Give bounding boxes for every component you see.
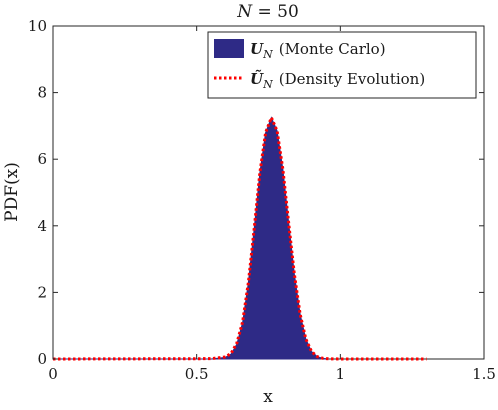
chart-title: N = 50 xyxy=(236,2,299,22)
legend-swatch-monte-carlo xyxy=(214,39,244,58)
y-tick-label: 4 xyxy=(37,217,47,235)
series-density-evolution-line xyxy=(52,116,427,361)
x-tick-label: 1 xyxy=(336,365,346,383)
y-axis-label: PDF(x) xyxy=(2,162,22,222)
legend-entry-monte-carlo: UN (Monte Carlo) xyxy=(250,40,386,61)
legend: UN (Monte Carlo) ŨN (Density Evolution) xyxy=(207,31,477,99)
y-tick-label: 8 xyxy=(37,84,47,102)
x-tick-label: 0 xyxy=(48,365,58,383)
legend-symbol-u: U xyxy=(250,40,264,58)
legend-symbol-u-tilde: Ũ xyxy=(250,69,264,88)
legend-label-density-evolution: (Density Evolution) xyxy=(279,70,425,88)
title-variable: N xyxy=(236,2,253,22)
y-tick-label: 0 xyxy=(37,350,47,368)
x-axis-label: x xyxy=(263,387,273,407)
legend-subscript-n-2: N xyxy=(262,78,273,91)
title-equals: = xyxy=(252,2,277,22)
x-tick-label: 0.5 xyxy=(185,365,209,383)
title-value: 50 xyxy=(277,2,299,22)
legend-entry-density-evolution: ŨN (Density Evolution) xyxy=(250,69,425,91)
y-tick-label: 6 xyxy=(37,150,47,168)
line-layer xyxy=(52,116,427,361)
legend-label-monte-carlo: (Monte Carlo) xyxy=(279,40,386,58)
tick-layer: 0 0.5 1 1.5 0 2 4 6 8 10 xyxy=(28,17,496,383)
y-tick-label: 10 xyxy=(28,17,47,35)
x-tick-label: 1.5 xyxy=(472,365,496,383)
legend-box xyxy=(207,31,477,99)
legend-subscript-n: N xyxy=(262,48,273,61)
y-tick-label: 2 xyxy=(37,283,47,301)
